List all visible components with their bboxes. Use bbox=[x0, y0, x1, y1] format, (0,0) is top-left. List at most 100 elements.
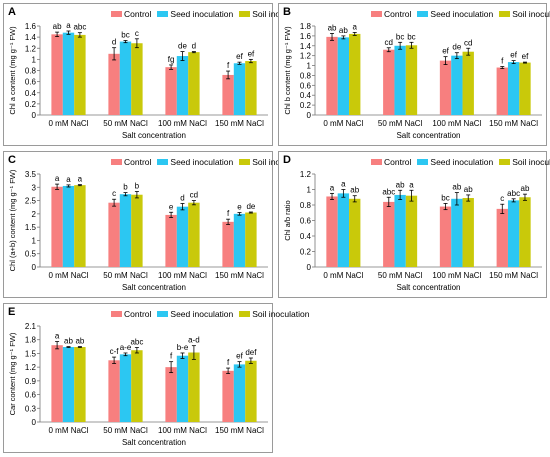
significance-letter: ab bbox=[75, 337, 84, 346]
bar bbox=[165, 367, 177, 422]
bar bbox=[222, 74, 234, 115]
chart-e: 0 0.3 0.6 0.9 1.2 1.5 1.8 2.1 Car content (mg g⁻… bbox=[8, 322, 268, 447]
significance-letter: ef bbox=[236, 352, 243, 361]
bar bbox=[188, 352, 200, 422]
significance-letter: a-d bbox=[188, 336, 200, 345]
significance-letter: ab bbox=[64, 337, 73, 346]
y-tick-label: 3 bbox=[32, 183, 37, 192]
significance-letter: f bbox=[227, 358, 230, 367]
significance-letter: c bbox=[112, 189, 116, 198]
legend-swatch bbox=[499, 159, 511, 165]
y-axis-label: Chl b content (mg g⁻¹ FW) bbox=[283, 26, 292, 115]
category-label: 100 mM NaCl bbox=[158, 119, 207, 128]
bar bbox=[326, 36, 338, 115]
legend-swatch bbox=[499, 11, 511, 17]
y-tick-label: 0.8 bbox=[300, 71, 312, 80]
legend-swatch bbox=[157, 159, 169, 165]
y-tick-label: 0.4 bbox=[300, 91, 312, 100]
significance-letter: ab bbox=[328, 23, 337, 32]
panel-letter: A bbox=[8, 6, 16, 18]
y-tick-label: 1.2 bbox=[25, 363, 37, 372]
legend-label: Soil inoculation bbox=[512, 9, 550, 19]
bar bbox=[394, 194, 406, 267]
significance-letter: ef bbox=[248, 49, 255, 58]
category-label: 150 mM NaCl bbox=[215, 426, 264, 435]
bar bbox=[405, 45, 418, 115]
significance-letter: a bbox=[55, 332, 60, 341]
significance-letter: ab bbox=[452, 183, 461, 192]
legend-label: Seed inoculation bbox=[170, 157, 234, 167]
significance-letter: abc bbox=[507, 189, 520, 198]
significance-letter: bc bbox=[121, 30, 129, 39]
y-tick-label: 1 bbox=[307, 186, 312, 195]
legend-item-soil: Soil inoculation bbox=[499, 157, 550, 167]
bar bbox=[233, 364, 246, 422]
bar bbox=[119, 194, 132, 267]
significance-letter: ab bbox=[521, 184, 530, 193]
significance-letter: e bbox=[169, 202, 174, 211]
y-tick-label: 1.8 bbox=[300, 22, 312, 31]
significance-letter: fg bbox=[168, 55, 175, 64]
y-tick-label: 3.5 bbox=[25, 170, 37, 179]
y-tick-label: 2.1 bbox=[25, 322, 37, 331]
bar bbox=[131, 350, 143, 422]
significance-letter: a bbox=[55, 174, 60, 183]
legend-label: Soil inoculation bbox=[512, 157, 550, 167]
bar bbox=[51, 34, 63, 115]
x-axis-label: Salt concentration bbox=[396, 283, 460, 292]
bar bbox=[222, 221, 234, 267]
category-label: 50 mM NaCl bbox=[103, 426, 148, 435]
legend-item-control: Control bbox=[371, 157, 411, 167]
x-axis-label: Salt concentration bbox=[122, 283, 186, 292]
category-label: 100 mM NaCl bbox=[158, 271, 207, 280]
significance-letter: f bbox=[501, 57, 504, 66]
y-tick-label: 2 bbox=[32, 210, 37, 219]
y-tick-label: 0.6 bbox=[300, 81, 312, 90]
bar bbox=[394, 45, 406, 115]
category-label: 0 mM NaCl bbox=[323, 271, 363, 280]
legend-swatch bbox=[239, 311, 251, 317]
y-tick-label: 0.2 bbox=[25, 100, 37, 109]
significance-letter: ef bbox=[442, 47, 449, 56]
y-tick-label: 0 bbox=[32, 111, 37, 120]
legend-item-seed: Seed inoculation bbox=[417, 157, 493, 167]
significance-letter: a bbox=[341, 180, 346, 189]
bar bbox=[131, 194, 143, 267]
category-label: 0 mM NaCl bbox=[323, 119, 363, 128]
y-axis-label: Chl a/b ratio bbox=[283, 200, 292, 240]
significance-letter: abc bbox=[73, 23, 86, 32]
significance-letter: cd bbox=[190, 191, 198, 200]
bar bbox=[188, 52, 200, 115]
legend-swatch bbox=[417, 11, 429, 17]
bar bbox=[176, 56, 189, 115]
legend: Control Seed inoculation Soil inoculatio… bbox=[371, 157, 550, 167]
legend-swatch bbox=[111, 11, 122, 17]
bar bbox=[496, 208, 508, 267]
y-tick-label: 0 bbox=[307, 111, 312, 120]
y-tick-label: 2.5 bbox=[25, 197, 37, 206]
y-axis-label: Chl a content (mg g⁻¹ FW) bbox=[8, 26, 17, 115]
panel-b: B Control Seed inoculation Soil inoculat… bbox=[278, 3, 550, 146]
y-tick-label: 0.4 bbox=[25, 89, 37, 98]
legend-swatch bbox=[371, 11, 382, 17]
significance-letter: ab bbox=[396, 180, 405, 189]
significance-letter: def bbox=[245, 348, 257, 357]
y-tick-label: 1.5 bbox=[25, 223, 37, 232]
legend-item-soil: Soil inoculation bbox=[239, 309, 309, 319]
bar bbox=[519, 62, 531, 115]
y-tick-label: 0.6 bbox=[25, 78, 37, 87]
bar bbox=[349, 198, 361, 267]
bar bbox=[108, 53, 120, 115]
legend-item-control: Control bbox=[371, 9, 411, 19]
legend-swatch bbox=[157, 11, 169, 17]
category-label: 0 mM NaCl bbox=[48, 271, 88, 280]
y-tick-label: 0.2 bbox=[300, 248, 312, 257]
legend-swatch bbox=[417, 159, 429, 165]
bar bbox=[233, 213, 246, 267]
bar bbox=[337, 193, 350, 267]
legend-label: Control bbox=[124, 157, 152, 167]
x-axis-label: Salt concentration bbox=[396, 131, 460, 140]
significance-letter: c-f bbox=[110, 347, 120, 356]
bar bbox=[108, 202, 120, 267]
y-tick-label: 0.6 bbox=[25, 391, 37, 400]
